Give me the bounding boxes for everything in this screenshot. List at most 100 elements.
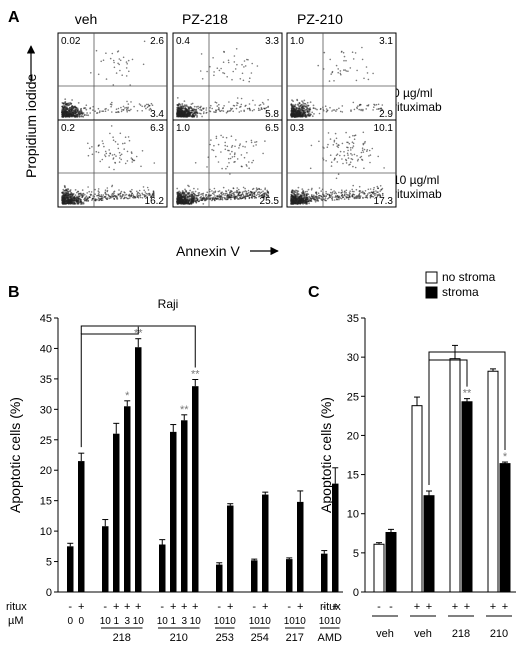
- flow-plot: 0.3 10.1 17.3: [286, 119, 397, 208]
- flow-cytometry-panels: 0.02 2.6 3.4 0.4 3.3 5.8 1.0 3.1 2.9 0.2 6.3 16.2 1.…: [57, 32, 397, 208]
- chart-b-ritux-sign: +: [124, 601, 130, 613]
- chart-c-ritux-sign: +: [490, 601, 496, 613]
- chart-c-significance: **: [463, 388, 472, 400]
- chart-c-bar-stroma: [461, 401, 473, 593]
- chart-c-y-tick-label: 30: [347, 352, 359, 364]
- chart-b-ritux-sign: -: [287, 601, 291, 613]
- chart-b-bar: [286, 559, 293, 592]
- chart-b-group-label: 217: [286, 632, 304, 644]
- chart-c-legend-swatch: [425, 286, 438, 299]
- chart-b-dose-label: 10: [295, 616, 307, 627]
- chart-b-significance: **: [191, 368, 200, 380]
- chart-c-group-label: 210: [490, 628, 508, 640]
- chart-c-significance: *: [503, 451, 508, 463]
- chart-b-dose-label: 10: [260, 616, 272, 627]
- quadrant-upper-right-value: 10.1: [374, 123, 394, 134]
- chart-b-bar: [181, 420, 188, 592]
- chart-b-ritux-sign: -: [217, 601, 221, 613]
- chart-b-group-label: AMD: [318, 632, 343, 644]
- chart-b-dose-label: 0: [67, 616, 73, 627]
- chart-c-group-label: 218: [452, 628, 470, 640]
- chart-b-bar: [251, 560, 258, 592]
- chart-b-bar: [321, 553, 328, 592]
- chart-b-ritux-row-label: ritux: [6, 601, 27, 613]
- quadrant-upper-left-value: 1.0: [176, 123, 190, 134]
- flow-plot: 1.0 6.5 25.5: [172, 119, 283, 208]
- chart-c-ritux-sign: +: [426, 601, 432, 613]
- chart-b-bar: [262, 494, 269, 592]
- chart-b-dose-label: 3: [181, 616, 187, 627]
- chart-b-dose-label: 10: [330, 616, 342, 627]
- chart-c-legend-label: stroma: [442, 285, 479, 299]
- quadrant-lower-right-value: 17.3: [374, 196, 394, 207]
- chart-b-ritux-sign: -: [160, 601, 164, 613]
- row-label-1-line2: rituximab: [393, 187, 442, 201]
- quadrant-upper-left-value: 0.02: [61, 36, 81, 47]
- chart-c-bar-no-stroma: [411, 405, 423, 593]
- chart-b-dose-label: 10: [157, 616, 169, 627]
- chart-b-bar: [102, 526, 109, 592]
- chart-b-dose-label: 10: [133, 616, 145, 627]
- chart-c-bar-stroma: [385, 532, 397, 593]
- chart-c-y-tick-label: 0: [353, 587, 359, 599]
- chart-c-y-tick-label: 10: [347, 509, 359, 521]
- chart-b-ritux-sign: +: [78, 601, 84, 613]
- chart-b-ritux-sign: +: [181, 601, 187, 613]
- row-label-0-line2: rituximab: [393, 100, 442, 114]
- chart-b-ritux-sign: +: [113, 601, 119, 613]
- chart-b-significance: **: [180, 404, 189, 416]
- quadrant-upper-left-value: 0.4: [176, 36, 190, 47]
- chart-b-y-tick-label: 40: [40, 343, 52, 355]
- chart-b-bar: [192, 386, 199, 592]
- chart-b-dose-label: 1: [170, 616, 176, 627]
- flow-plot-events: [290, 46, 384, 118]
- chart-b-bar: [135, 347, 142, 592]
- chart-b-bar: [227, 505, 234, 592]
- chart-b-bar: [332, 483, 339, 592]
- chart-c-y-tick-label: 15: [347, 470, 359, 482]
- chart-b-y-tick-label: 0: [46, 587, 52, 599]
- chart-b-ritux-sign: -: [322, 601, 326, 613]
- chart-c-legend-swatch: [425, 271, 438, 284]
- chart-b-y-tick-label: 35: [40, 374, 52, 386]
- chart-b-ritux-sign: -: [103, 601, 107, 613]
- quadrant-upper-right-value: 3.1: [379, 36, 393, 47]
- quadrant-lower-right-value: 5.8: [265, 109, 279, 120]
- flow-plot-events: [61, 40, 154, 118]
- chart-b-y-tick-label: 45: [40, 313, 52, 325]
- chart-b-dose-label: 10: [284, 616, 296, 627]
- flow-plot-events: [61, 125, 156, 205]
- chart-c-group-label: veh: [376, 628, 394, 640]
- column-label-pz218: PZ-218: [182, 11, 228, 27]
- chart-c-y-tick-label: 20: [347, 430, 359, 442]
- chart-c-bar-stroma: [423, 495, 435, 593]
- chart-c-comparison-brackets: [428, 351, 506, 486]
- chart-c-y-tick-label: 5: [353, 548, 359, 560]
- quadrant-upper-right-value: 6.3: [150, 123, 164, 134]
- chart-b-ritux-sign: +: [297, 601, 303, 613]
- x-axis-label-group: Annexin V: [176, 243, 279, 259]
- chart-c-ritux-sign: +: [464, 601, 470, 613]
- chart-b-bar: [297, 501, 304, 592]
- chart-b-um-row-label: µM: [8, 615, 24, 627]
- panel-c-letter: C: [308, 284, 320, 301]
- chart-b-dose-label: 10: [249, 616, 261, 627]
- chart-c: Apoptotic cells (%) 0 5 10 15 20 25 30 35 no stro…: [318, 270, 516, 640]
- chart-b-bar: [216, 564, 223, 592]
- column-label-veh: veh: [75, 11, 98, 27]
- flow-plot: 0.4 3.3 5.8: [172, 32, 283, 121]
- chart-c-legend-label: no stroma: [442, 270, 496, 284]
- chart-c-ritux-row-label: ritux: [320, 601, 341, 613]
- y-axis-label-group: Propidium iodide: [23, 45, 39, 178]
- chart-c-ritux-sign: +: [502, 601, 508, 613]
- panel-b-letter: B: [8, 284, 20, 301]
- chart-b-ritux-sign: +: [332, 601, 338, 613]
- chart-b-y-axis-label: Apoptotic cells (%): [7, 397, 23, 513]
- chart-b-dose-label: 10: [225, 616, 237, 627]
- quadrant-upper-left-value: 0.3: [290, 123, 304, 134]
- chart-c-ritux-sign: -: [377, 601, 381, 613]
- flow-plot-events: [176, 134, 270, 205]
- chart-c-ritux-sign: -: [389, 601, 393, 613]
- chart-b-dose-label: 10: [214, 616, 226, 627]
